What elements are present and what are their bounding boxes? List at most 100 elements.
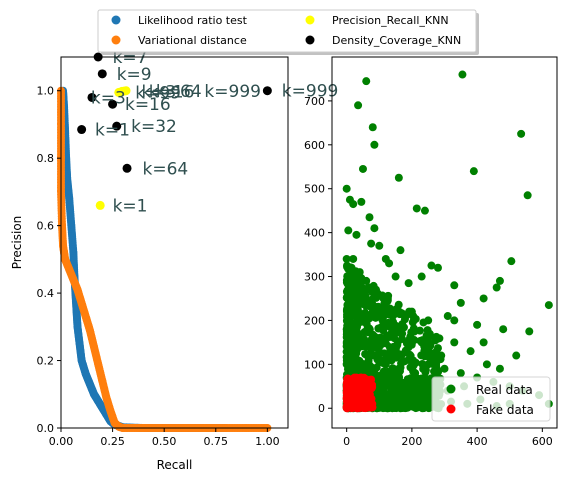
y-tick-label: 0.4 xyxy=(37,287,55,300)
real-point xyxy=(417,338,426,347)
real-point xyxy=(417,272,426,281)
x-tick-label: 400 xyxy=(467,435,488,448)
x-tick-label: 0.50 xyxy=(152,435,177,448)
dc-knn-point xyxy=(262,86,272,96)
real-point xyxy=(367,239,376,248)
fake-point xyxy=(355,403,364,412)
real-point xyxy=(412,204,421,213)
y-tick-label: 700 xyxy=(304,95,325,108)
real-point xyxy=(512,351,521,360)
real-point xyxy=(375,358,384,367)
fake-point xyxy=(358,379,367,388)
real-point xyxy=(381,294,390,303)
k-annotation: k=999 xyxy=(204,82,261,102)
real-point xyxy=(424,360,433,369)
y-tick-label: 300 xyxy=(304,271,325,284)
real-point xyxy=(495,364,504,373)
right-legend-marker xyxy=(446,384,456,394)
real-point xyxy=(342,325,351,334)
real-point xyxy=(424,395,433,404)
real-point xyxy=(385,259,394,268)
legend-label: Likelihood ratio test xyxy=(138,14,248,27)
real-point xyxy=(386,304,395,313)
real-point xyxy=(362,276,371,285)
real-point xyxy=(450,281,459,290)
k-annotation: k=64 xyxy=(156,82,202,102)
real-point xyxy=(410,315,419,324)
k-annotation: k=99 xyxy=(135,83,181,103)
real-point xyxy=(347,263,356,272)
real-point xyxy=(495,276,504,285)
real-point xyxy=(389,329,398,338)
k-annotation: k=3 xyxy=(91,88,126,108)
real-point xyxy=(355,268,364,277)
y-tick-label: 0 xyxy=(318,402,325,415)
pr-knn-point xyxy=(121,86,131,96)
real-point xyxy=(360,298,369,307)
real-point xyxy=(404,279,413,288)
legend-marker xyxy=(305,15,315,25)
legend-marker xyxy=(111,15,121,25)
real-point xyxy=(456,369,465,378)
real-point xyxy=(343,272,352,281)
real-point xyxy=(352,295,361,304)
real-point xyxy=(427,261,436,270)
y-tick-label: 500 xyxy=(304,183,325,196)
real-point xyxy=(344,226,353,235)
y-tick-label: 0.0 xyxy=(37,422,55,435)
real-point xyxy=(473,320,482,329)
fake-point xyxy=(367,375,376,384)
real-point xyxy=(349,281,358,290)
real-point xyxy=(382,404,391,413)
real-point xyxy=(450,338,459,347)
x-tick-label: 1.00 xyxy=(255,435,280,448)
k-annotation: k=3 xyxy=(141,82,176,102)
x-tick-label: 0 xyxy=(343,435,350,448)
y-tick-label: 200 xyxy=(304,314,325,327)
real-point xyxy=(344,290,353,299)
real-point xyxy=(414,391,423,400)
real-point xyxy=(354,101,363,110)
real-point xyxy=(375,333,384,342)
real-point xyxy=(440,364,449,373)
real-point xyxy=(523,191,532,200)
real-point xyxy=(420,206,429,215)
legend-box xyxy=(97,9,477,53)
real-point xyxy=(360,335,369,344)
real-point xyxy=(544,301,553,310)
y-tick-label: 100 xyxy=(304,358,325,371)
real-point xyxy=(342,184,351,193)
real-point xyxy=(479,294,488,303)
legend-marker xyxy=(305,35,315,45)
legend-label: Density_Coverage_KNN xyxy=(332,34,461,47)
real-point xyxy=(357,197,366,206)
right-legend-label: Fake data xyxy=(476,403,534,417)
real-point xyxy=(342,342,351,351)
real-point xyxy=(376,341,385,350)
real-point xyxy=(370,140,379,149)
fake-point xyxy=(345,397,354,406)
real-point xyxy=(347,360,356,369)
right-legend-box xyxy=(431,376,551,422)
k-annotation: k=64 xyxy=(143,159,189,179)
real-point xyxy=(378,375,387,384)
real-point xyxy=(421,368,430,377)
real-point xyxy=(365,213,374,222)
k-annotation: k=9 xyxy=(117,65,152,85)
real-point xyxy=(507,257,516,266)
fake-point xyxy=(368,403,377,412)
y-tick-label: 600 xyxy=(304,139,325,152)
dc-knn-point xyxy=(97,69,107,79)
x-tick-label: 200 xyxy=(401,435,422,448)
k-annotation: k=999 xyxy=(282,82,339,102)
real-point xyxy=(407,307,416,316)
real-point xyxy=(407,338,416,347)
y-tick-label: 400 xyxy=(304,227,325,240)
real-point xyxy=(394,364,403,373)
right-legend-label: Real data xyxy=(476,383,533,397)
real-point xyxy=(368,307,377,316)
dc-knn-point xyxy=(77,125,87,135)
real-point xyxy=(404,402,413,411)
real-point xyxy=(492,283,501,292)
